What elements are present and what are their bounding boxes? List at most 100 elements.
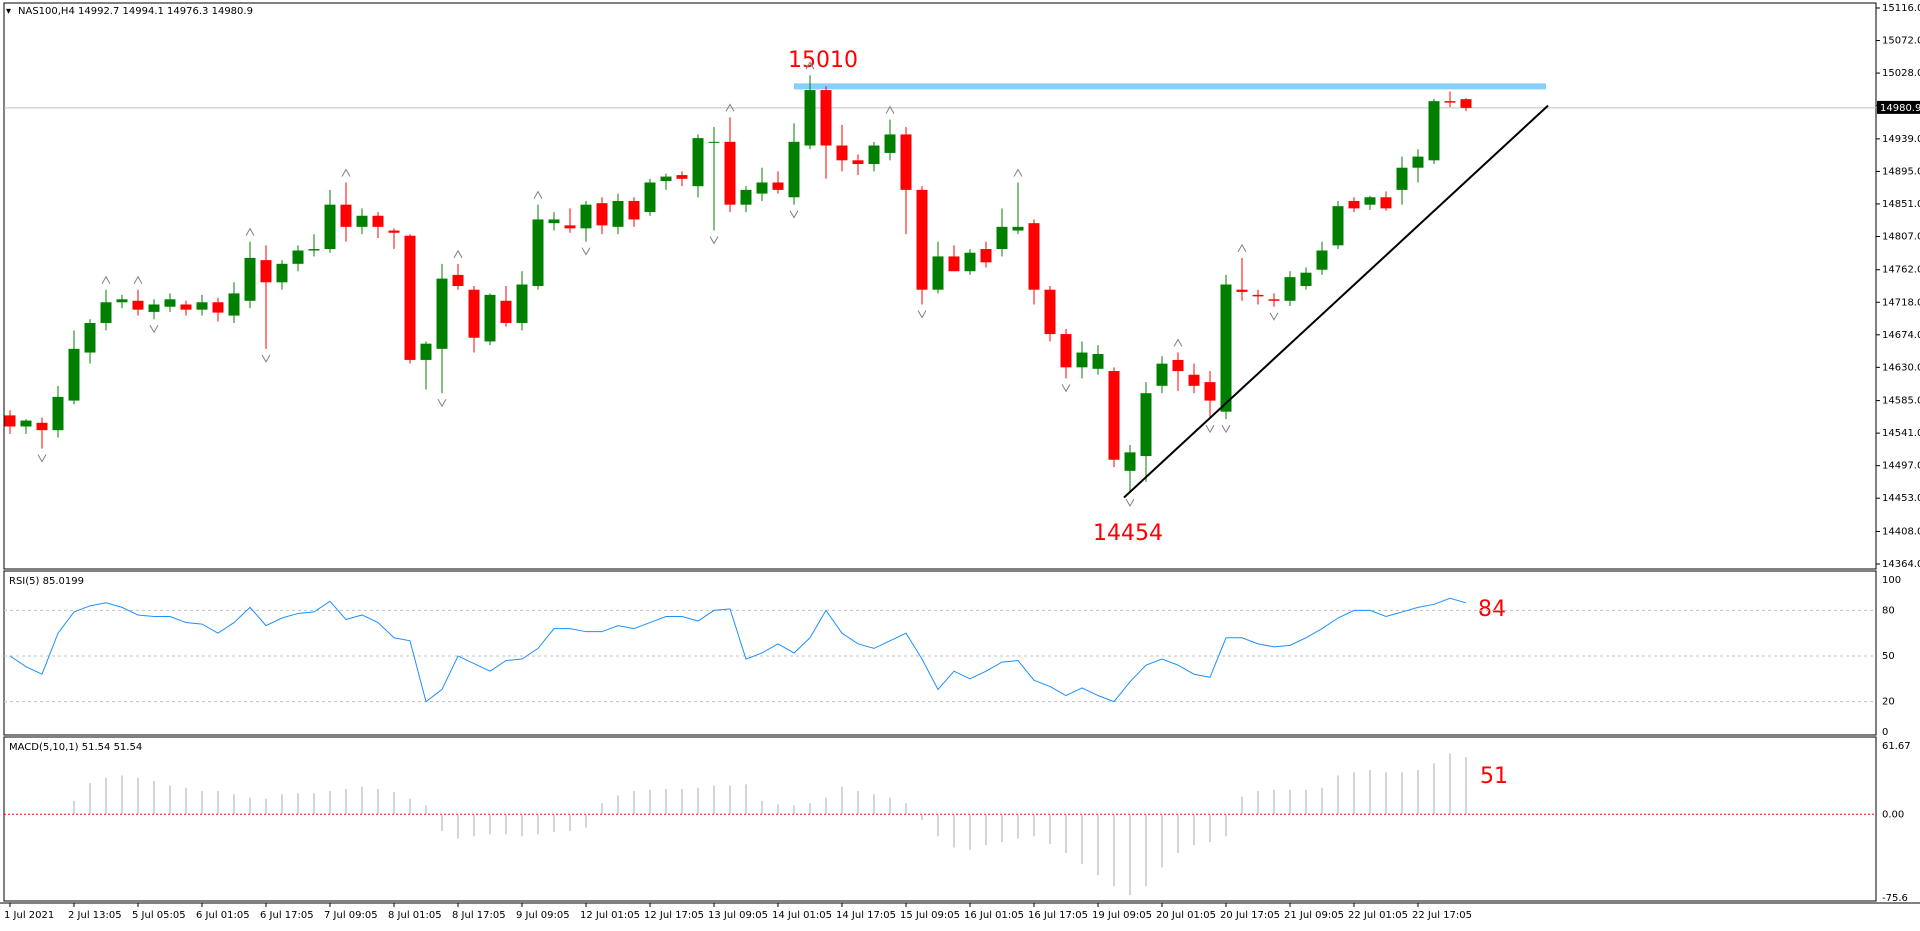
candle-bull[interactable] xyxy=(1316,250,1328,270)
candle-bull[interactable] xyxy=(196,302,208,310)
candle-bull[interactable] xyxy=(20,420,32,427)
candle-bear[interactable] xyxy=(452,274,464,286)
candle-bull[interactable] xyxy=(756,182,768,194)
candle-bull[interactable] xyxy=(84,322,96,353)
candle-bull[interactable] xyxy=(532,219,544,286)
fractal-up-icon xyxy=(341,168,351,177)
candle-bull[interactable] xyxy=(1412,156,1424,168)
fractal-down-icon xyxy=(709,236,719,245)
candle-bull[interactable] xyxy=(244,257,256,301)
candle-bull[interactable] xyxy=(516,284,528,323)
candle-bear[interactable] xyxy=(1380,197,1392,209)
candle-bear[interactable] xyxy=(980,249,992,263)
candle-bull[interactable] xyxy=(580,204,592,229)
candle-bull[interactable] xyxy=(1220,284,1232,412)
candle-bear[interactable] xyxy=(724,141,736,205)
candle-bull[interactable] xyxy=(68,348,80,401)
candle-bull[interactable] xyxy=(436,278,448,349)
candle-bear[interactable] xyxy=(676,175,688,179)
candle-bull[interactable] xyxy=(1396,167,1408,190)
candle-bear[interactable] xyxy=(772,182,784,190)
candle-bull[interactable] xyxy=(740,189,752,205)
candle-bear[interactable] xyxy=(836,145,848,161)
candle-bull[interactable] xyxy=(996,226,1008,250)
candle-bull[interactable] xyxy=(308,249,320,251)
candle-bull[interactable] xyxy=(1332,206,1344,246)
candle-bear[interactable] xyxy=(1444,101,1456,103)
candle-bear[interactable] xyxy=(4,415,16,427)
candle-bear[interactable] xyxy=(1252,294,1264,297)
candle-bull[interactable] xyxy=(708,141,720,143)
candle-bull[interactable] xyxy=(612,200,624,227)
candle-bull[interactable] xyxy=(164,299,176,307)
candle-bull[interactable] xyxy=(868,145,880,165)
candle-bull[interactable] xyxy=(1284,277,1296,301)
candle-bear[interactable] xyxy=(820,90,832,146)
candle-bear[interactable] xyxy=(372,215,384,227)
candle-bull[interactable] xyxy=(660,176,672,182)
candle-bull[interactable] xyxy=(1076,352,1088,368)
candle-bear[interactable] xyxy=(500,300,512,323)
collapse-triangle-icon[interactable]: ▾ xyxy=(6,6,11,17)
candle-bear[interactable] xyxy=(1028,223,1040,290)
candle-bear[interactable] xyxy=(1460,99,1472,108)
candle-bear[interactable] xyxy=(1172,359,1184,372)
candle-bull[interactable] xyxy=(1012,226,1024,231)
candle-bear[interactable] xyxy=(628,200,640,220)
candle-bull[interactable] xyxy=(1124,452,1136,471)
candle-bear[interactable] xyxy=(260,260,272,283)
candle-bear[interactable] xyxy=(36,422,48,431)
candle-bull[interactable] xyxy=(292,250,304,264)
candle-bear[interactable] xyxy=(916,189,928,290)
annotation-low-14454: 14454 xyxy=(1093,521,1163,546)
candle-bull[interactable] xyxy=(420,343,432,360)
candle-bear[interactable] xyxy=(1060,334,1072,368)
candle-bear[interactable] xyxy=(1236,289,1248,292)
candle-bull[interactable] xyxy=(644,182,656,213)
candle-bull[interactable] xyxy=(324,204,336,250)
candle-bear[interactable] xyxy=(1188,374,1200,386)
candle-bull[interactable] xyxy=(276,263,288,283)
candle-bear[interactable] xyxy=(180,304,192,310)
candle-bull[interactable] xyxy=(100,302,112,323)
candle-bull[interactable] xyxy=(548,219,560,224)
candle-bear[interactable] xyxy=(596,203,608,226)
candle-bear[interactable] xyxy=(948,256,960,272)
candle-bear[interactable] xyxy=(212,302,224,313)
candle-bear[interactable] xyxy=(340,204,352,227)
candle-bull[interactable] xyxy=(692,138,704,187)
candle-bear[interactable] xyxy=(404,235,416,360)
candle-bear[interactable] xyxy=(132,300,144,310)
support-trendline[interactable] xyxy=(1123,104,1549,499)
candle-bull[interactable] xyxy=(228,293,240,316)
candle-bull[interactable] xyxy=(1428,101,1440,161)
candle-bull[interactable] xyxy=(932,256,944,290)
candle-bull[interactable] xyxy=(884,134,896,153)
candle-bull[interactable] xyxy=(116,299,128,303)
macd-series-group xyxy=(4,753,1876,896)
candle-bull[interactable] xyxy=(356,215,368,227)
candle-bear[interactable] xyxy=(1348,200,1360,209)
candle-bull[interactable] xyxy=(484,294,496,342)
candle-bull[interactable] xyxy=(964,252,976,272)
candle-bear[interactable] xyxy=(1044,289,1056,335)
candle-bear[interactable] xyxy=(1204,382,1216,401)
candle-bear[interactable] xyxy=(468,289,480,338)
candle-bull[interactable] xyxy=(1300,272,1312,286)
candle-bear[interactable] xyxy=(852,160,864,165)
candle-bear[interactable] xyxy=(388,230,400,233)
candle-bear[interactable] xyxy=(564,225,576,229)
candle-bull[interactable] xyxy=(52,396,64,431)
candle-bull[interactable] xyxy=(788,141,800,198)
candle-bear[interactable] xyxy=(900,134,912,190)
candle-bear[interactable] xyxy=(1108,371,1120,460)
candle-bull[interactable] xyxy=(804,90,816,146)
candle-bear[interactable] xyxy=(1268,299,1280,301)
candle-bull[interactable] xyxy=(1364,197,1376,205)
candle-bull[interactable] xyxy=(148,304,160,312)
candle-bull[interactable] xyxy=(1156,363,1168,386)
candle-bull[interactable] xyxy=(1140,393,1152,457)
candle-bull[interactable] xyxy=(1092,354,1104,369)
